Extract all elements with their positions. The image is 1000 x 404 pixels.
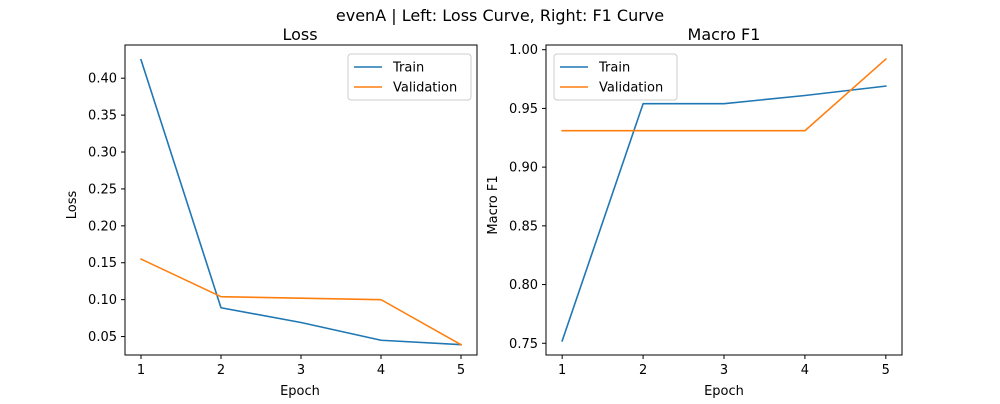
loss-xtick-label: 5	[457, 363, 465, 378]
f1-xtick-label: 4	[801, 363, 809, 378]
f1-ytick-label: 0.85	[509, 219, 538, 234]
loss-ytick-label: 0.35	[88, 109, 117, 124]
loss-ytick-label: 0.05	[88, 330, 117, 345]
f1-ytick-label: 0.75	[509, 337, 538, 352]
loss-ytick-label: 0.20	[88, 219, 117, 234]
f1-ytick-label: 0.90	[509, 161, 538, 176]
f1-ytick-label: 0.95	[509, 102, 538, 117]
f1-ytick-label: 0.80	[509, 278, 538, 293]
f1-xtick-label: 1	[558, 363, 566, 378]
f1-xtick-label: 3	[720, 363, 728, 378]
f1-chart-xlabel: Epoch	[704, 384, 744, 399]
f1-chart-title: Macro F1	[688, 25, 761, 44]
f1-legend: Train Validation	[554, 54, 677, 100]
loss-legend-label-train: Train	[392, 61, 424, 76]
loss-ytick-label: 0.15	[88, 256, 117, 271]
f1-legend-label-train: Train	[598, 61, 630, 76]
figure-suptitle: evenA | Left: Loss Curve, Right: F1 Curv…	[336, 6, 664, 25]
loss-legend-label-validation: Validation	[393, 81, 457, 96]
loss-legend: Train Validation	[348, 54, 471, 100]
loss-ytick-label: 0.30	[88, 146, 117, 161]
loss-xtick-label: 2	[217, 363, 225, 378]
f1-xtick-label: 2	[639, 363, 647, 378]
loss-xtick-label: 3	[297, 363, 305, 378]
loss-chart-title: Loss	[282, 25, 317, 44]
f1-ytick-label: 1.00	[509, 43, 538, 58]
loss-chart-ylabel: Loss	[65, 191, 80, 220]
loss-ytick-label: 0.25	[88, 182, 117, 197]
f1-legend-label-validation: Validation	[599, 81, 663, 96]
loss-xtick-label: 1	[137, 363, 145, 378]
loss-chart-xlabel: Epoch	[280, 384, 320, 399]
f1-chart-ylabel: Macro F1	[486, 175, 501, 234]
f1-xtick-label: 5	[882, 363, 890, 378]
loss-xtick-label: 4	[377, 363, 385, 378]
loss-ytick-label: 0.10	[88, 293, 117, 308]
loss-ytick-label: 0.40	[88, 72, 117, 87]
